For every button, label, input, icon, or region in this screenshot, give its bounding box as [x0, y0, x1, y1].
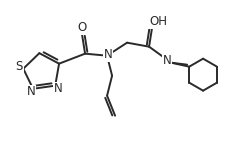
Text: N: N [104, 48, 113, 61]
Text: N: N [27, 85, 35, 98]
Text: OH: OH [149, 15, 167, 28]
Text: S: S [16, 60, 23, 73]
Text: N: N [54, 82, 63, 95]
Text: N: N [163, 54, 171, 67]
Text: O: O [77, 21, 87, 34]
